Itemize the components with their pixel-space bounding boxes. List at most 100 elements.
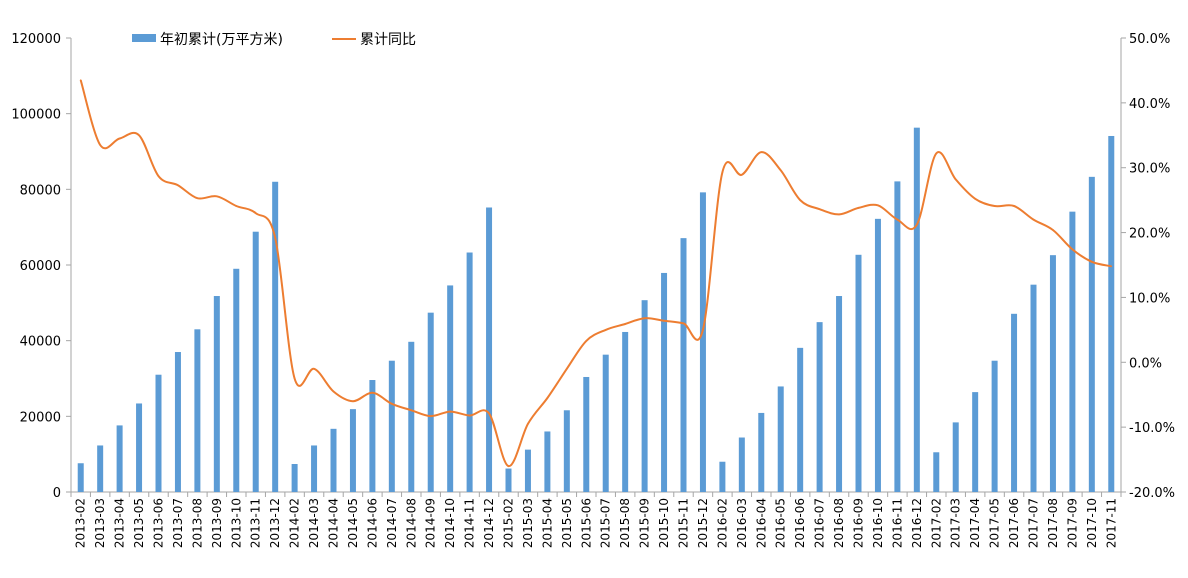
bar: [194, 329, 201, 492]
bar: [544, 431, 551, 492]
x-tick-label: 2017-03: [949, 498, 963, 548]
bar: [797, 347, 804, 492]
line-point: [138, 134, 140, 137]
x-tick-label: 2014-03: [307, 498, 321, 548]
line-point: [196, 197, 199, 199]
bar: [505, 468, 512, 492]
line-point: [643, 317, 646, 319]
bars-layer: [77, 127, 1115, 493]
y-right-tick-label: 10.0%: [1129, 291, 1170, 306]
bar: [447, 285, 454, 492]
line-point: [546, 397, 549, 399]
y-right-tick-label: 40.0%: [1129, 97, 1170, 112]
line-point: [99, 144, 101, 146]
bar: [330, 428, 337, 492]
bar: [991, 360, 998, 492]
bar: [719, 461, 726, 492]
bar: [77, 463, 84, 492]
bar: [174, 352, 181, 492]
bar: [388, 360, 395, 492]
bar: [602, 354, 609, 492]
x-tick-label: 2017-02: [929, 498, 943, 548]
line-point: [741, 174, 743, 176]
bar: [97, 445, 104, 492]
x-tick-label: 2013-07: [171, 498, 185, 548]
line-point: [391, 402, 393, 405]
bar: [369, 380, 376, 492]
y-right-tick-label: 0.0%: [1129, 356, 1162, 371]
x-tick-label: 2014-04: [327, 498, 341, 548]
line-point: [760, 151, 763, 153]
legend-bar-label: 年初累计(万平方米): [160, 31, 283, 48]
y-left-tick-label: 60000: [20, 259, 61, 274]
x-tick-label: 2016-12: [910, 498, 924, 548]
line-point: [702, 329, 704, 331]
bar: [661, 272, 668, 492]
bar: [136, 403, 143, 492]
line-point: [216, 195, 218, 198]
x-tick-label: 2015-11: [677, 498, 691, 548]
x-tick-label: 2013-04: [113, 498, 127, 548]
x-tick-label: 2013-08: [190, 498, 204, 548]
line-point: [1071, 248, 1074, 251]
x-tick-label: 2016-04: [754, 498, 768, 548]
x-tick-label: 2017-09: [1065, 498, 1079, 548]
bar: [427, 312, 434, 492]
x-tick-label: 2016-08: [832, 498, 846, 548]
bar: [913, 127, 920, 492]
line-point: [585, 340, 588, 342]
line-point: [721, 171, 724, 174]
line-point: [799, 199, 801, 201]
line-point: [1091, 260, 1093, 263]
bar: [252, 231, 259, 492]
x-tick-label: 2016-11: [890, 498, 904, 548]
line-point: [429, 415, 432, 417]
x-tick-label: 2015-08: [618, 498, 632, 548]
line-point: [566, 367, 568, 370]
y-left-tick-label: 0: [53, 486, 61, 501]
line-point: [993, 205, 996, 207]
bar: [894, 181, 901, 492]
bar: [116, 425, 123, 492]
x-tick-label: 2016-10: [871, 498, 885, 548]
y-left-tick-label: 80000: [20, 183, 61, 198]
x-tick-label: 2014-11: [463, 498, 477, 548]
x-tick-label: 2013-02: [74, 498, 88, 548]
x-tick-label: 2016-03: [735, 498, 749, 548]
x-tick-label: 2015-03: [521, 498, 535, 548]
legend-bar-swatch: [132, 34, 156, 42]
bar: [466, 252, 473, 492]
x-tick-label: 2014-02: [288, 498, 302, 548]
x-tick-label: 2014-05: [346, 498, 360, 548]
line-point: [488, 412, 490, 415]
x-tick-label: 2014-12: [482, 498, 496, 548]
line-point: [468, 414, 471, 417]
bar: [855, 254, 862, 492]
line-point: [157, 175, 160, 177]
bar: [738, 437, 745, 492]
line-point: [1052, 229, 1054, 231]
line-point: [118, 137, 121, 140]
bar: [213, 296, 220, 492]
bar: [758, 412, 765, 492]
line-point: [313, 367, 315, 370]
line-point: [293, 377, 296, 380]
x-tick-label: 2017-07: [1027, 498, 1041, 548]
line-point: [352, 400, 354, 403]
x-tick-label: 2014-07: [385, 498, 399, 548]
line-point: [877, 204, 879, 207]
line-point: [896, 218, 899, 221]
bar: [486, 207, 493, 492]
x-tick-label: 2015-02: [502, 498, 516, 548]
y-right-tick-label: -20.0%: [1129, 486, 1175, 501]
line-point: [410, 409, 413, 412]
y-right-tick-label: 50.0%: [1129, 32, 1170, 47]
x-tick-label: 2016-09: [852, 498, 866, 548]
x-tick-label: 2014-06: [365, 498, 379, 548]
line-layer: [79, 79, 1113, 468]
x-tick-label: 2017-11: [1104, 498, 1118, 548]
line-point: [332, 390, 335, 393]
x-tick-label: 2015-09: [638, 498, 652, 548]
